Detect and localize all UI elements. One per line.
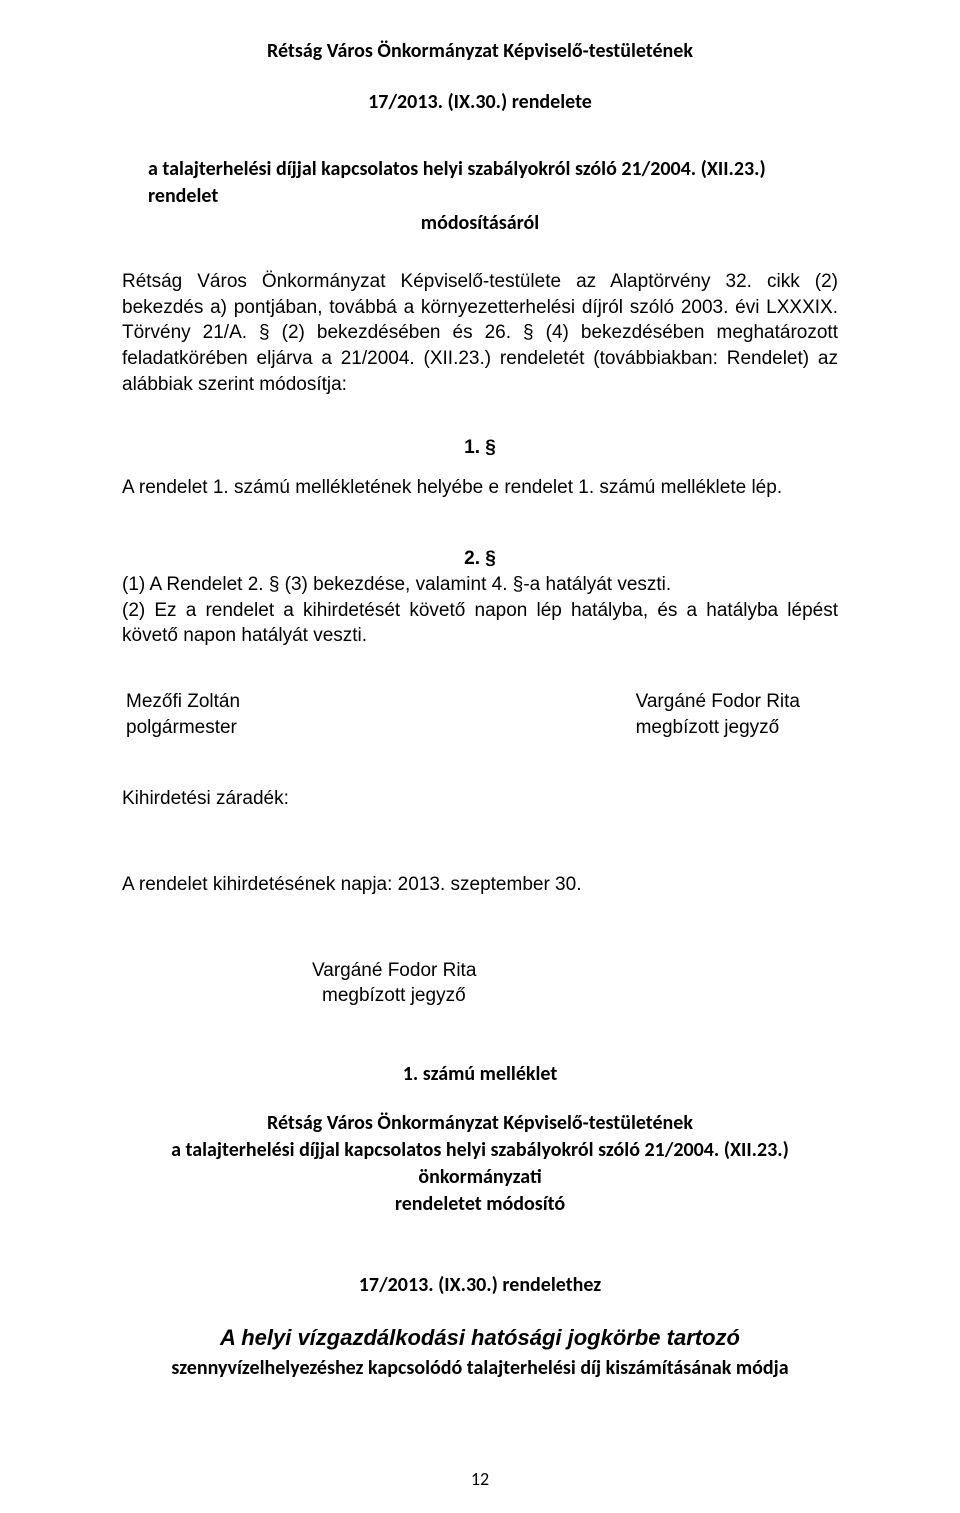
title-line1: a talajterhelési díjjal kapcsolatos hely… (122, 156, 838, 210)
section-2-line2: (2) Ez a rendelet a kihirdetését követő … (122, 600, 838, 647)
preamble: Rétság Város Önkormányzat Képviselő-test… (122, 269, 838, 397)
attachment-title: 1. számú melléklet (122, 1061, 838, 1088)
section-2-num: 2. § (122, 546, 838, 572)
attachment-h2: a talajterhelési díjjal kapcsolatos hely… (122, 1137, 838, 1191)
header-org: Rétság Város Önkormányzat Képviselő-test… (122, 38, 838, 65)
attachment-h1: Rétság Város Önkormányzat Képviselő-test… (122, 1110, 838, 1137)
attachment-num: 17/2013. (IX.30.) rendelethez (122, 1272, 838, 1299)
title-line2: módosításáról (122, 210, 838, 237)
sign-center-name: Vargáné Fodor Rita (312, 960, 476, 981)
clause-text: A rendelet kihirdetésének napja: 2013. s… (122, 872, 838, 898)
header-decree: 17/2013. (IX.30.) rendelete (122, 89, 838, 116)
signature-left: Mezőfi Zoltán polgármester (126, 689, 240, 740)
sign-right-role: megbízott jegyző (636, 717, 780, 738)
sign-left-name: Mezőfi Zoltán (126, 691, 240, 712)
sign-center-role: megbízott jegyző (312, 985, 466, 1006)
section-1-num: 1. § (122, 435, 838, 461)
attachment-h3: rendeletet módosító (122, 1191, 838, 1218)
attachment-sub-italic: A helyi vízgazdálkodási hatósági jogkörb… (122, 1323, 838, 1353)
signature-center: Vargáné Fodor Rita megbízott jegyző (122, 958, 838, 1009)
section-2-body: (1) A Rendelet 2. § (3) bekezdése, valam… (122, 572, 838, 649)
clause-label: Kihirdetési záradék: (122, 786, 838, 812)
signature-row: Mezőfi Zoltán polgármester Vargáné Fodor… (122, 689, 838, 740)
section-2-line1: (1) A Rendelet 2. § (3) bekezdése, valam… (122, 574, 671, 595)
attachment-sub2: szennyvízelhelyezéshez kapcsolódó talajt… (122, 1355, 838, 1382)
signature-right: Vargáné Fodor Rita megbízott jegyző (636, 689, 800, 740)
section-1-text: A rendelet 1. számú mellékletének helyéb… (122, 475, 838, 501)
sign-left-role: polgármester (126, 717, 237, 738)
sign-right-name: Vargáné Fodor Rita (636, 691, 800, 712)
page-number: 12 (0, 1467, 960, 1491)
